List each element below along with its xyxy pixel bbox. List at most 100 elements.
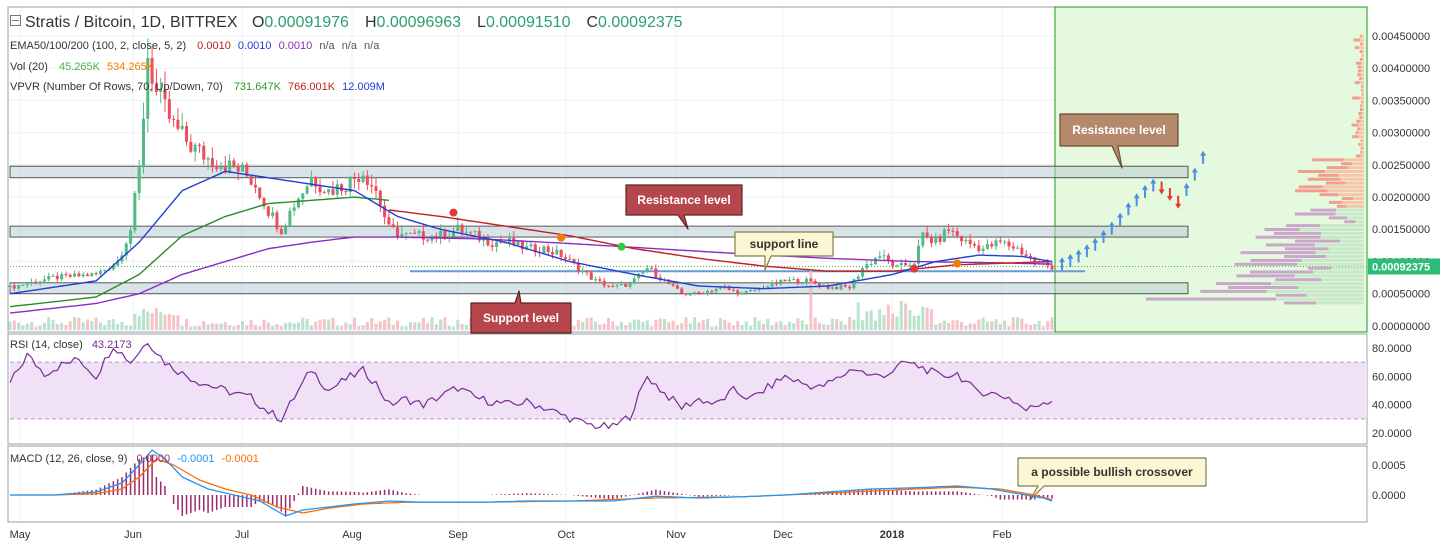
volume-bar	[141, 308, 145, 330]
candle-body	[124, 243, 128, 256]
volume-bar	[241, 321, 245, 330]
volume-bar	[951, 320, 955, 330]
vol-legend: Vol (20) 45.265K 534.265K	[10, 61, 158, 73]
candle-body	[51, 275, 55, 277]
up-arrow-0	[1059, 257, 1065, 271]
candle-body	[736, 290, 740, 295]
candle-body	[426, 239, 430, 241]
volume-bar	[340, 326, 344, 330]
volume-bar	[30, 322, 34, 330]
candle-body	[848, 286, 852, 289]
volume-bar	[731, 325, 735, 330]
volume-bar	[753, 317, 757, 330]
volume-bar	[619, 321, 623, 330]
volume-bar	[331, 317, 335, 330]
volume-bar	[770, 325, 774, 330]
candle-body	[129, 230, 133, 244]
candle-body	[774, 282, 778, 285]
volume-bar	[727, 322, 731, 330]
volume-bar	[210, 323, 214, 330]
zone-2	[9, 282, 1189, 295]
callout-bullish-text: a possible bullish crossover	[1031, 465, 1193, 479]
candle-body	[731, 289, 735, 291]
volume-bar	[929, 309, 933, 330]
macd-signal-value: -0.0001	[221, 453, 259, 465]
candle-body	[998, 240, 1002, 242]
ema-green-line	[9, 196, 389, 308]
volume-bar	[98, 322, 102, 330]
volume-bar	[826, 324, 830, 330]
candle-body	[443, 231, 447, 239]
candle-body	[288, 210, 292, 227]
volume-bar	[869, 310, 873, 330]
candle-body	[525, 246, 529, 250]
candle-body	[684, 293, 688, 295]
candle-body	[594, 279, 598, 281]
candle-body	[796, 279, 800, 284]
volume-bar	[370, 318, 374, 330]
volume-bar	[253, 325, 257, 330]
volume-bar	[744, 321, 748, 330]
price-tick: 0.00050000	[1372, 289, 1430, 301]
candle-body	[193, 144, 197, 152]
callout-support-line: support line	[734, 231, 834, 271]
rsi-tick: 20.0000	[1372, 428, 1412, 440]
macd-pane-border	[7, 445, 1368, 523]
candle-body	[960, 235, 964, 242]
price-tick: 0.00300000	[1372, 128, 1430, 140]
callout-resistance-right: Resistance level	[1059, 113, 1179, 169]
candle-body	[404, 233, 408, 235]
volume-bar	[443, 317, 447, 330]
volume-bar	[154, 308, 158, 330]
rsi-value: 43.2173	[91, 339, 132, 351]
candle-body	[176, 119, 180, 129]
volume-bar	[396, 320, 400, 330]
price-axis: 0.00450000 0.00400000 0.00350000 0.00300000…	[1368, 31, 1440, 502]
volume-bar	[955, 319, 959, 330]
volume-bar	[843, 324, 847, 330]
up-arrow-3	[1083, 244, 1090, 258]
ema200-line	[9, 236, 1053, 314]
volume-bar	[598, 324, 602, 330]
volume-bar	[848, 317, 852, 330]
candle-body	[917, 245, 921, 264]
last-price-tag: 0.00092375	[1368, 258, 1440, 275]
candle-body	[938, 237, 942, 243]
up-arrow-7	[1117, 212, 1124, 226]
ema-na-1: n/a	[319, 40, 335, 52]
candle-body	[228, 160, 232, 173]
candle-body	[533, 244, 537, 253]
volume-bar	[809, 270, 813, 330]
volume-bar	[774, 322, 778, 330]
candle-body	[576, 262, 580, 272]
up-arrow-16	[1191, 167, 1198, 181]
candle-body	[529, 244, 533, 247]
volume-bar	[908, 310, 912, 330]
volume-bar	[344, 322, 348, 330]
candle-body	[464, 231, 468, 233]
up-arrow-11	[1150, 178, 1157, 192]
candle-body	[929, 236, 933, 243]
candle-body	[469, 231, 473, 233]
candle-body	[800, 283, 804, 285]
crossover-markers	[449, 208, 962, 273]
candle-body	[990, 243, 994, 247]
volume-bar	[464, 324, 468, 330]
up-arrow-5	[1100, 230, 1107, 243]
candle-body	[1024, 254, 1028, 256]
candle-body	[1007, 241, 1011, 247]
candle-body	[830, 287, 834, 289]
candle-body	[374, 186, 378, 191]
volume-bar	[185, 318, 189, 330]
macd-signal-line	[10, 458, 1053, 514]
candle-body	[94, 273, 98, 275]
candle-body	[895, 265, 899, 267]
candle-body	[744, 291, 748, 293]
volume-bar	[150, 312, 154, 330]
collapse-icon[interactable]	[10, 15, 21, 26]
candle-body	[904, 263, 908, 266]
candle-body	[141, 118, 145, 168]
volume-bar	[348, 324, 352, 330]
candle-body	[266, 206, 270, 216]
volume-bar	[430, 317, 434, 330]
